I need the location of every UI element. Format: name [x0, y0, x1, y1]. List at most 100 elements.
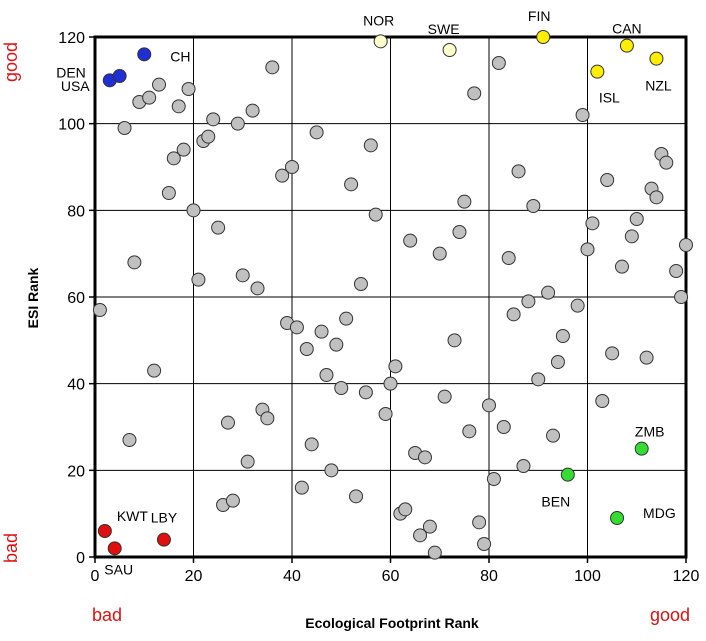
y-tick-label: 40: [67, 377, 85, 394]
data-points: [92, 30, 693, 560]
data-point: [329, 337, 344, 352]
data-point: [555, 329, 570, 343]
point-label-ch: CH: [170, 48, 190, 64]
data-point: [285, 160, 299, 174]
data-point: [275, 168, 290, 183]
data-point: [245, 103, 260, 118]
x-good-label: good: [650, 605, 690, 625]
data-point: [147, 363, 162, 378]
highlighted-point-fin: [536, 30, 551, 44]
data-point: [127, 255, 142, 270]
data-point: [240, 454, 255, 469]
data-point: [580, 242, 595, 257]
data-point: [334, 381, 349, 395]
data-point: [220, 415, 235, 430]
point-label-den: DEN: [56, 64, 86, 80]
x-tick-label: 0: [91, 568, 100, 585]
data-point: [230, 116, 245, 131]
data-point: [383, 376, 398, 391]
data-point: [250, 281, 265, 296]
point-label-kwt: KWT: [117, 508, 149, 524]
data-point: [452, 225, 467, 239]
data-point: [526, 199, 541, 213]
data-point: [417, 450, 432, 465]
data-point: [531, 372, 546, 387]
data-point: [368, 207, 383, 222]
x-axis-label: Ecological Footprint Rank: [305, 615, 479, 631]
highlighted-point-nzl: [649, 51, 664, 66]
data-point: [309, 125, 324, 140]
y-tick-label: 80: [67, 203, 85, 220]
data-point: [413, 528, 428, 543]
data-point: [319, 368, 334, 382]
data-point: [462, 424, 477, 439]
x-tick-label: 100: [574, 568, 601, 585]
data-point: [541, 285, 556, 300]
data-point: [349, 489, 364, 504]
x-bad-label: bad: [92, 605, 122, 625]
data-point: [314, 324, 329, 339]
data-point: [186, 203, 201, 218]
data-point: [211, 220, 226, 235]
highlighted-point-can: [619, 38, 634, 53]
data-point: [575, 108, 590, 122]
data-point: [225, 493, 240, 508]
data-point: [427, 545, 442, 560]
y-tick-label: 100: [58, 117, 85, 134]
data-point: [629, 212, 644, 226]
data-point: [669, 264, 684, 278]
highlighted-point-mdg: [610, 511, 625, 525]
data-point: [491, 56, 506, 70]
data-point: [659, 155, 674, 170]
data-point: [294, 480, 309, 495]
highlighted-point-isl: [590, 64, 605, 79]
highlighted-point-swe: [442, 43, 457, 57]
data-point: [511, 164, 526, 179]
data-point: [570, 298, 585, 313]
point-label-fin: FIN: [528, 8, 551, 24]
point-label-nzl: NZL: [645, 78, 672, 94]
data-point: [639, 350, 654, 365]
point-label-isl: ISL: [599, 90, 620, 106]
highlighted-point-ben: [560, 467, 575, 482]
data-point: [550, 355, 565, 369]
data-point: [171, 99, 186, 114]
data-point: [624, 229, 639, 244]
point-label-lby: LBY: [151, 510, 178, 526]
data-point: [142, 90, 157, 105]
data-point: [482, 398, 496, 413]
data-point: [191, 272, 206, 287]
highlighted-point-lby: [156, 532, 171, 547]
data-point: [388, 359, 403, 374]
data-point: [344, 177, 359, 192]
x-tick-label: 120: [673, 568, 700, 585]
data-point: [122, 433, 137, 447]
data-point: [403, 233, 418, 248]
point-label-sau: SAU: [104, 561, 133, 577]
data-point: [161, 186, 176, 200]
point-label-can: CAN: [612, 21, 642, 37]
data-point: [546, 428, 561, 443]
data-point: [378, 407, 393, 421]
data-point: [117, 121, 132, 135]
data-point: [201, 129, 216, 144]
highlighted-point-nor: [373, 34, 388, 49]
data-point: [496, 420, 511, 434]
data-point: [324, 463, 339, 478]
data-point: [363, 138, 378, 153]
data-point: [467, 86, 482, 101]
data-point: [614, 259, 629, 274]
data-point: [595, 394, 610, 408]
highlighted-point-kwt: [97, 524, 112, 538]
x-tick-label: 20: [185, 568, 203, 585]
data-point: [437, 389, 452, 404]
data-point: [432, 246, 447, 261]
data-point: [304, 437, 319, 452]
y-bad-label: bad: [1, 533, 21, 563]
point-label-nor: NOR: [363, 12, 394, 28]
point-label-mdg: MDG: [643, 505, 676, 521]
point-label-swe: SWE: [428, 21, 460, 37]
